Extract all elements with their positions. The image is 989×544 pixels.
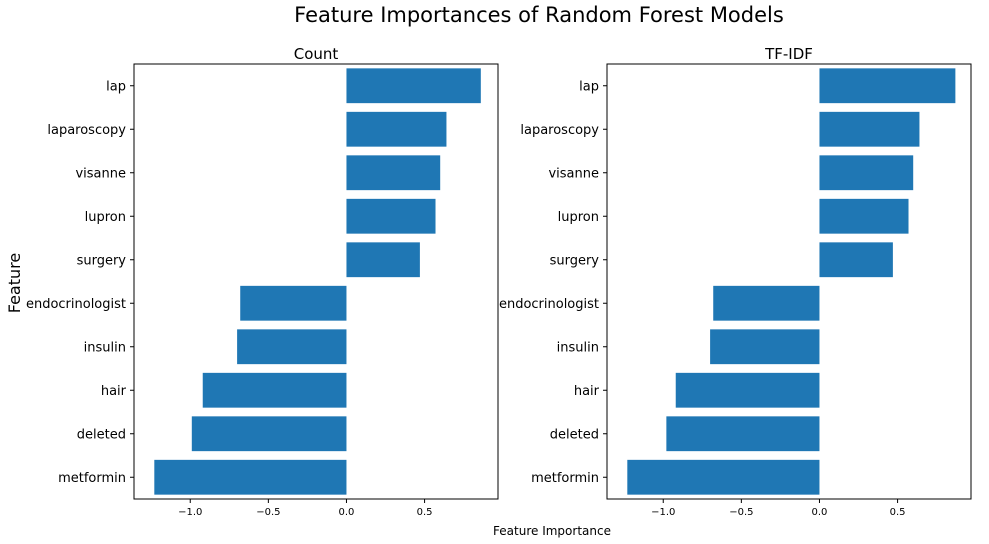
count-ytick-label: hair xyxy=(101,384,127,399)
tfidf-xtick-label: −1.0 xyxy=(651,507,675,518)
count-ytick-label: insulin xyxy=(84,340,126,355)
tfidf-ytick-label: endocrinologist xyxy=(499,297,599,312)
tfidf-ytick-label: hair xyxy=(574,384,600,399)
count-ytick-label: endocrinologist xyxy=(26,297,126,312)
tfidf-bar-surgery xyxy=(819,242,893,278)
tfidf-bar-hair xyxy=(675,372,820,408)
count-bar-surgery xyxy=(346,242,420,278)
tfidf-ytick-label: metformin xyxy=(531,471,599,486)
figure-title: Feature Importances of Random Forest Mod… xyxy=(294,3,784,27)
count-xtick-label: −1.0 xyxy=(178,507,202,518)
tfidf-ytick-label: lupron xyxy=(558,210,599,225)
tfidf-xtick-label: 0.5 xyxy=(890,507,906,518)
count-ytick-label: lap xyxy=(106,79,126,94)
tfidf-bar-lap xyxy=(819,68,956,104)
tfidf-chart-panel: TF-IDF lap laparoscopy visanne lupron surgery… xyxy=(499,45,972,518)
count-bar-visanne xyxy=(346,155,441,191)
x-axis-label: Feature Importance xyxy=(493,524,611,538)
count-bar-metformin xyxy=(154,459,347,495)
tfidf-bar-lupron xyxy=(819,198,909,234)
tfidf-ytick-label: surgery xyxy=(550,253,600,268)
tfidf-xtick-label: −0.5 xyxy=(729,507,753,518)
count-subplot-title: Count xyxy=(294,45,339,63)
tfidf-ytick-label: lap xyxy=(579,79,599,94)
tfidf-subplot-title: TF-IDF xyxy=(764,45,813,63)
count-bar-hair xyxy=(202,372,347,408)
count-ytick-label: surgery xyxy=(77,253,127,268)
count-bar-laparoscopy xyxy=(346,111,447,147)
tfidf-ytick-label: insulin xyxy=(557,340,599,355)
tfidf-xtick-label: 0.0 xyxy=(812,507,828,518)
count-bar-endocrinologist xyxy=(240,285,347,321)
tfidf-ytick-label: deleted xyxy=(550,427,599,442)
count-bar-lap xyxy=(346,68,481,104)
count-xtick-label: 0.0 xyxy=(339,507,355,518)
tfidf-bar-visanne xyxy=(819,155,914,191)
count-xtick-label: −0.5 xyxy=(256,507,280,518)
tfidf-ytick-label: visanne xyxy=(548,166,599,181)
count-ytick-label: lupron xyxy=(85,210,126,225)
count-axes-frame xyxy=(133,63,499,500)
tfidf-bar-deleted xyxy=(666,416,820,452)
count-ytick-label: laparoscopy xyxy=(47,123,126,138)
count-xtick-label: 0.5 xyxy=(417,507,433,518)
count-bar-deleted xyxy=(191,416,347,452)
count-ytick-label: visanne xyxy=(75,166,126,181)
tfidf-bar-laparoscopy xyxy=(819,111,920,147)
count-ytick-label: deleted xyxy=(77,427,126,442)
count-chart-panel: Count lap laparoscopy visanne lupron surgery e… xyxy=(26,45,499,518)
tfidf-ytick-label: laparoscopy xyxy=(520,123,599,138)
tfidf-bar-endocrinologist xyxy=(713,285,820,321)
tfidf-bar-metformin xyxy=(627,459,820,495)
tfidf-axes-frame xyxy=(606,63,972,500)
count-ytick-label: metformin xyxy=(58,471,126,486)
count-bar-insulin xyxy=(237,329,347,365)
y-axis-label: Feature xyxy=(5,253,24,313)
count-bar-lupron xyxy=(346,198,436,234)
tfidf-bar-insulin xyxy=(710,329,820,365)
